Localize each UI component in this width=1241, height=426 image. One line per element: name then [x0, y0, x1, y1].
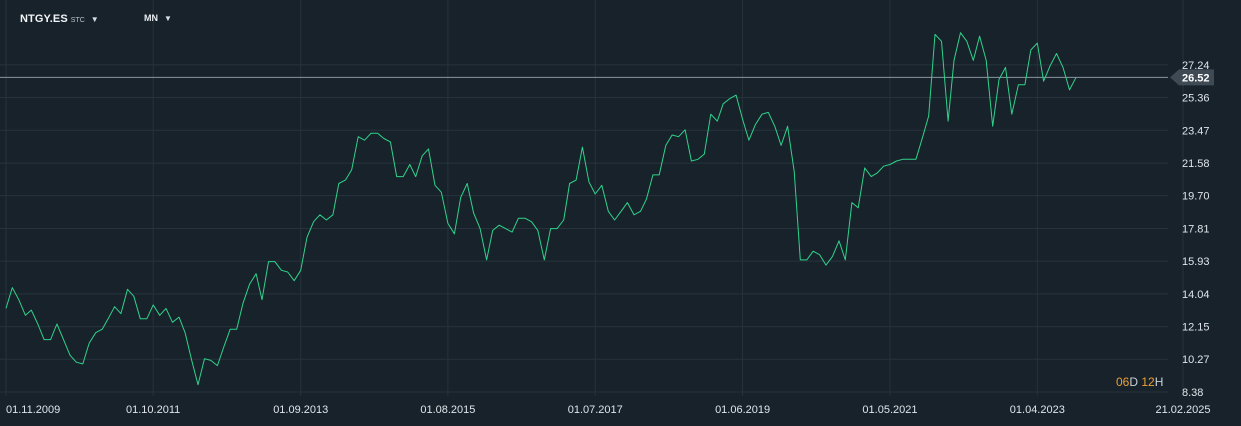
x-tick-label: 01.08.2015 — [420, 404, 475, 416]
symbol-name: NTGY.ES — [20, 13, 68, 25]
current-price-badge — [1170, 69, 1214, 86]
y-tick-label: 27.24 — [1182, 60, 1210, 72]
countdown-hours-unit: H — [1154, 375, 1164, 389]
caret-down-icon: ▼ — [164, 14, 172, 23]
y-tick-label: 14.04 — [1182, 289, 1210, 301]
y-tick-label: 23.47 — [1182, 125, 1210, 137]
chart-grid — [0, 0, 1184, 396]
countdown-hours: 12 — [1141, 375, 1155, 389]
x-tick-label: 01.07.2017 — [568, 404, 623, 416]
y-tick-label: 21.58 — [1182, 158, 1210, 170]
y-tick-label: 15.93 — [1182, 256, 1210, 268]
x-tick-label: 01.05.2021 — [862, 404, 917, 416]
price-series-line — [5, 32, 1077, 386]
y-tick-label: 12.15 — [1182, 322, 1210, 334]
exchange-code: STC — [70, 17, 85, 24]
timeframe-label: MN — [144, 13, 158, 23]
countdown-days: 06 — [1116, 375, 1130, 389]
x-tick-label: 21.02.2025 — [1155, 404, 1210, 416]
bar-countdown: 06D 12H — [1116, 375, 1163, 389]
y-tick-label: 10.27 — [1182, 354, 1210, 366]
chart-toolbar: NTGY.ES STC ▼ MN ▼ — [20, 11, 172, 27]
y-tick-label: 19.70 — [1182, 191, 1210, 203]
x-tick-label: 01.06.2019 — [715, 404, 770, 416]
countdown-days-unit: D — [1129, 375, 1139, 389]
symbol-selector[interactable]: NTGY.ES STC ▼ — [20, 13, 99, 25]
y-tick-label: 8.38 — [1182, 387, 1203, 399]
x-axis: 01.11.2009 01.10.2011 01.09.2013 01.08.2015… — [6, 404, 1211, 416]
price-series-layer — [5, 32, 1077, 386]
y-axis: 27.24 25.36 23.47 21.58 19.70 17.81 15.93 14.04… — [1182, 60, 1210, 399]
x-tick-label: 01.11.2009 — [6, 404, 60, 416]
timeframe-selector[interactable]: MN ▼ — [144, 13, 172, 23]
y-tick-label: 17.81 — [1182, 223, 1210, 235]
x-tick-label: 01.04.2023 — [1010, 404, 1065, 416]
caret-down-icon: ▼ — [90, 15, 99, 24]
current-price-marker: 26.52 — [1170, 69, 1214, 86]
x-tick-label: 01.10.2011 — [126, 404, 180, 416]
current-price-label: 26.52 — [1182, 72, 1210, 84]
x-tick-label: 01.09.2013 — [273, 404, 328, 416]
y-tick-label: 25.36 — [1182, 93, 1210, 105]
